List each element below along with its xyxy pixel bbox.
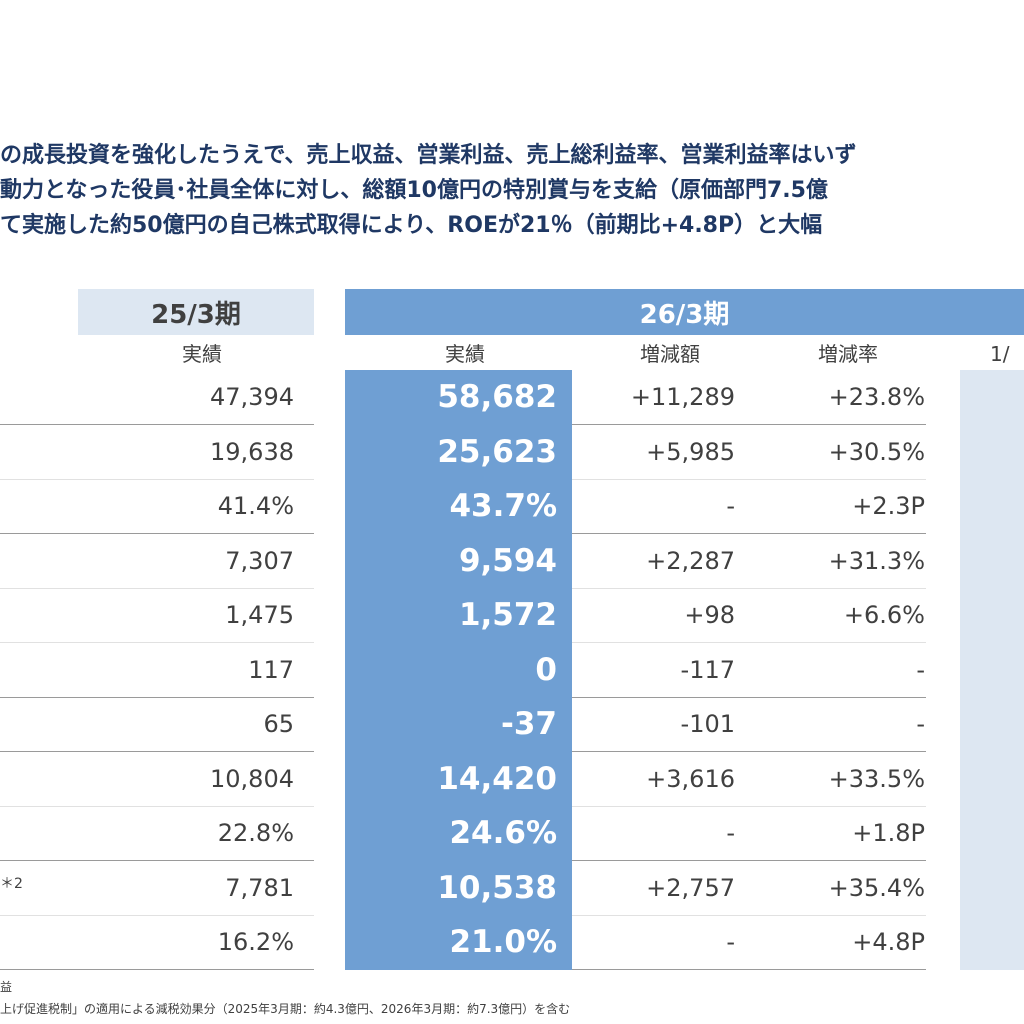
change-value: +2,287 <box>646 547 735 575</box>
row-divider <box>0 806 314 807</box>
table-row: 19,638 25,623 +5,985 +30.5% <box>0 425 1024 480</box>
rate-value: +1.8P <box>852 819 925 847</box>
current-value: 10,538 <box>437 870 557 906</box>
table-row: 7,307 9,594 +2,287 +31.3% <box>0 534 1024 589</box>
rate-value: - <box>916 710 925 738</box>
footnote-1: 益 <box>0 980 13 994</box>
table-row: 65 -37 -101 - <box>0 697 1024 752</box>
table-row: 7,781 10,538 +2,757 +35.4% <box>0 861 1024 916</box>
footnote-2: 上げ促進税制」の適用による減税効果分（2025年3月期：約4.3億円、2026年… <box>0 1002 571 1016</box>
prev-value: 41.4% <box>217 492 294 520</box>
change-rate-label: 増減率 <box>818 342 878 366</box>
change-amount-label: 増減額 <box>640 342 700 366</box>
row-divider <box>0 915 314 916</box>
row-divider <box>0 424 314 425</box>
current-value: 14,420 <box>437 761 557 797</box>
change-value: +3,616 <box>646 765 735 793</box>
change-value: +5,985 <box>646 438 735 466</box>
change-value: +98 <box>684 601 735 629</box>
prev-value: 7,307 <box>225 547 294 575</box>
row-divider <box>572 806 926 807</box>
table-row: 10,804 14,420 +3,616 +33.5% <box>0 752 1024 807</box>
rate-value: +4.8P <box>852 928 925 956</box>
row-divider <box>0 533 314 534</box>
rate-value: +30.5% <box>828 438 925 466</box>
rate-value: +6.6% <box>843 601 925 629</box>
table-row: 16.2% 21.0% - +4.8P <box>0 915 1024 970</box>
row-divider <box>572 588 926 589</box>
rate-value: +33.5% <box>828 765 925 793</box>
prev-value: 10,804 <box>210 765 294 793</box>
prev-value: 65 <box>263 710 294 738</box>
row-divider <box>572 751 926 752</box>
current-value: 1,572 <box>458 597 557 633</box>
row-divider <box>572 533 926 534</box>
change-value: -101 <box>680 710 735 738</box>
prev-value: 47,394 <box>210 383 294 411</box>
row-divider <box>572 697 926 698</box>
table-row: 41.4% 43.7% - +2.3P <box>0 479 1024 534</box>
prev-value: 19,638 <box>210 438 294 466</box>
table-row: 22.8% 24.6% - +1.8P <box>0 806 1024 861</box>
rate-value: +35.4% <box>828 874 925 902</box>
change-value: +2,757 <box>646 874 735 902</box>
current-actual-column <box>345 370 572 970</box>
row-divider <box>0 588 314 589</box>
rate-value: +2.3P <box>852 492 925 520</box>
row-divider <box>0 969 314 970</box>
rate-value: +23.8% <box>828 383 925 411</box>
prev-value: 117 <box>248 656 294 684</box>
table-row: 117 0 -117 - <box>0 643 1024 698</box>
change-value: - <box>726 492 735 520</box>
row-divider <box>572 969 926 970</box>
prev-value: 7,781 <box>225 874 294 902</box>
prev-value: 1,475 <box>225 601 294 629</box>
current-actual-label: 実績 <box>445 342 485 366</box>
change-value: - <box>726 928 735 956</box>
rate-value: - <box>916 656 925 684</box>
current-value: 43.7% <box>449 488 557 524</box>
table-row: 1,475 1,572 +98 +6.6% <box>0 588 1024 643</box>
summary-line-2: 動力となった役員･社員全体に対し、総額10億円の特別賞与を支給（原価部門7.5億 <box>0 178 828 203</box>
row-divider <box>0 860 314 861</box>
prev-value: 22.8% <box>217 819 294 847</box>
summary-line-3: て実施した約50億円の自己株式取得により、ROEが21％（前期比+4.8P）と大… <box>0 213 823 238</box>
current-value: 24.6% <box>449 815 557 851</box>
current-value: -37 <box>500 706 557 742</box>
row-divider <box>0 697 314 698</box>
row-divider <box>572 915 926 916</box>
row-divider <box>0 642 314 643</box>
current-value: 21.0% <box>449 924 557 960</box>
prev-period-header: 25/3期 <box>78 289 314 335</box>
row-divider <box>572 479 926 480</box>
current-value: 0 <box>535 652 557 688</box>
table-row: 47,394 58,682 +11,289 +23.8% <box>0 370 1024 425</box>
current-period-header: 26/3期 <box>345 289 1024 335</box>
row-divider <box>0 751 314 752</box>
row-divider <box>572 424 926 425</box>
forecast-column <box>960 370 1024 970</box>
prev-actual-label: 実績 <box>182 342 222 366</box>
footnote-marker: ＊2 <box>0 876 23 892</box>
rate-value: +31.3% <box>828 547 925 575</box>
change-value: +11,289 <box>630 383 735 411</box>
current-value: 58,682 <box>437 379 557 415</box>
current-value: 25,623 <box>437 434 557 470</box>
forecast-label-cut: 1/ <box>990 342 1010 366</box>
change-value: - <box>726 819 735 847</box>
current-value: 9,594 <box>458 543 557 579</box>
prev-value: 16.2% <box>217 928 294 956</box>
summary-line-1: の成長投資を強化したうえで、売上収益、営業利益、売上総利益率、営業利益率はいず <box>0 143 857 168</box>
row-divider <box>572 642 926 643</box>
change-value: -117 <box>680 656 735 684</box>
row-divider <box>0 479 314 480</box>
row-divider <box>572 860 926 861</box>
